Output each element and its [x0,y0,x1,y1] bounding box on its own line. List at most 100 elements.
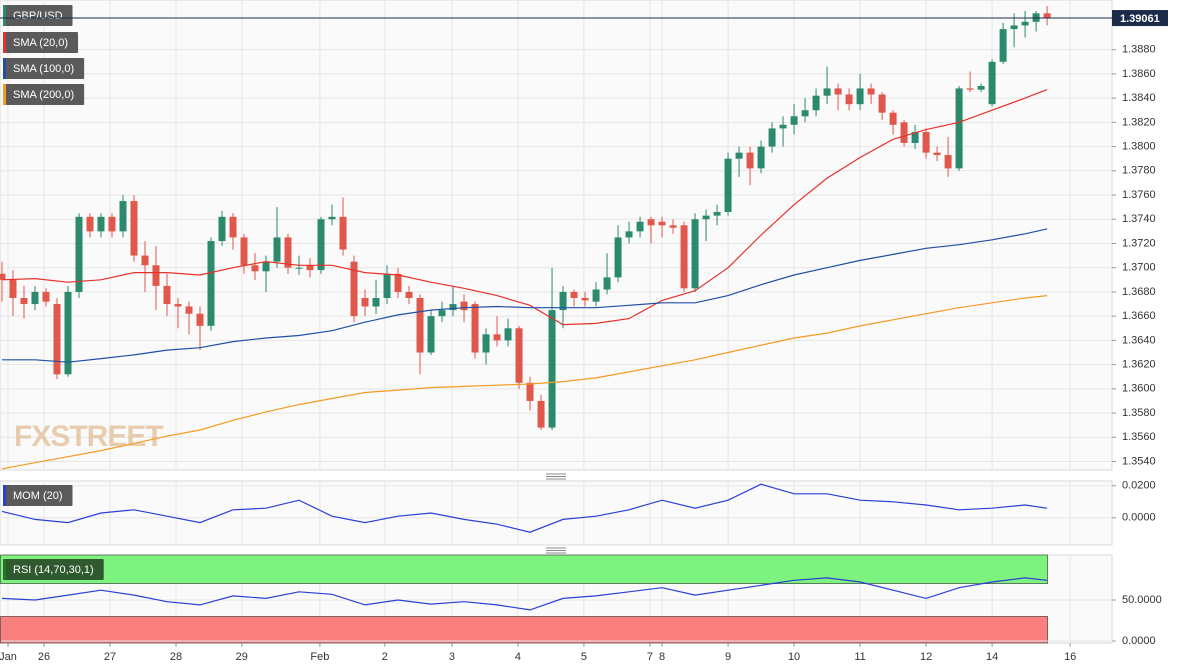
legend-swatch [3,485,6,506]
candle-body [933,152,941,156]
legend-box [3,559,104,580]
y-tick-label: 1.3560 [1122,431,1156,443]
last-price-box [1112,10,1168,27]
candle-body [262,261,270,272]
y-tick-label: 1.3740 [1122,213,1156,225]
y-tick-label: 1.3640 [1122,334,1156,346]
candle-body [988,61,996,105]
candle-body [438,310,446,317]
candle-body [889,112,897,125]
legend-swatch [3,32,6,53]
legend-box [3,58,85,79]
candle-body [614,237,622,278]
legend-box [3,485,73,506]
candle-body [427,316,435,353]
candle-body [295,267,303,269]
legend-label: SMA (20,0) [13,37,68,49]
candle-body [713,211,721,216]
candle-body [97,216,105,232]
candle-body [812,95,820,111]
candle-body [878,94,886,113]
candle-body [229,216,237,238]
candle-body [669,225,677,228]
x-tick-label: 2 [382,651,388,663]
candle-body [174,304,182,307]
y-tick-label: 1.3760 [1122,189,1156,201]
candle-body [1010,25,1018,30]
x-tick-label: 29 [236,651,248,663]
candle-body [526,382,534,401]
candle-body [152,265,160,286]
y-tick-label: 0.0000 [1122,635,1156,647]
y-tick-label: 0.0200 [1122,480,1156,492]
candle-body [416,297,424,353]
candle-body [504,328,512,341]
candle-body [141,255,149,266]
x-tick-label: 14 [986,651,998,663]
candle-body [64,291,72,375]
y-tick-label: 1.3680 [1122,286,1156,298]
y-tick-label: 1.3780 [1122,165,1156,177]
legend-label: MOM (20) [13,490,63,502]
legend-label: GBP/USD [13,10,63,22]
x-tick-label: Jan [0,651,17,663]
candle-body [625,231,633,238]
last-price-label: 1.39061 [1120,13,1160,25]
candle-body [900,122,908,143]
x-tick-label: 8 [659,651,665,663]
candle-body [724,158,732,212]
candle-body [350,261,358,317]
candle-body [999,29,1007,62]
candle-body [680,225,688,289]
candle-body [1021,21,1029,26]
candle-body [130,201,138,256]
series-line [2,228,1048,363]
candle-body [0,273,6,280]
candle-body [779,124,787,129]
candle-body [31,291,39,305]
panel-handle[interactable] [546,473,566,554]
overbought-zone [0,554,1048,584]
x-tick-label: 16 [1064,651,1076,663]
candle-body [251,265,259,272]
candle-body [977,86,985,90]
candle-body [823,88,831,96]
candle-body [581,297,589,301]
candle-body [185,306,193,314]
y-tick-label: 1.3820 [1122,116,1156,128]
y-tick-label: 0.0000 [1122,512,1156,524]
y-tick-label: 1.3700 [1122,262,1156,274]
y-tick-label: 1.3540 [1122,455,1156,467]
candle-body [768,128,776,147]
candle-body [966,88,974,90]
legend-item: SMA (200,0) [3,84,85,105]
legend-label: SMA (200,0) [13,89,74,101]
legend-label: SMA (100,0) [13,63,74,75]
candle-body [493,334,501,341]
candle-body [460,301,468,311]
candle-body [702,215,710,220]
candle-body [757,146,765,169]
y-tick-label: 1.3840 [1122,92,1156,104]
candle-body [911,132,919,143]
x-tick-label: Feb [310,651,329,663]
legend-swatch [3,58,6,79]
candle-body [834,88,842,95]
candle-body [240,237,248,266]
candle-body [53,304,61,375]
y-tick-label: 1.3600 [1122,383,1156,395]
x-tick-label: 7 [647,651,653,663]
price-panel [0,0,1113,471]
candle-body [273,237,281,262]
candle-body [196,313,204,326]
candle-body [383,273,391,298]
candle-body [636,221,644,232]
candle-body [471,304,479,353]
candle-body [955,88,963,169]
candle-body [856,88,864,105]
watermark: FXSTREET [14,420,163,453]
candle-body [405,291,413,298]
legend-swatch [3,5,6,26]
candle-body [75,216,83,292]
legend-box [3,5,73,26]
